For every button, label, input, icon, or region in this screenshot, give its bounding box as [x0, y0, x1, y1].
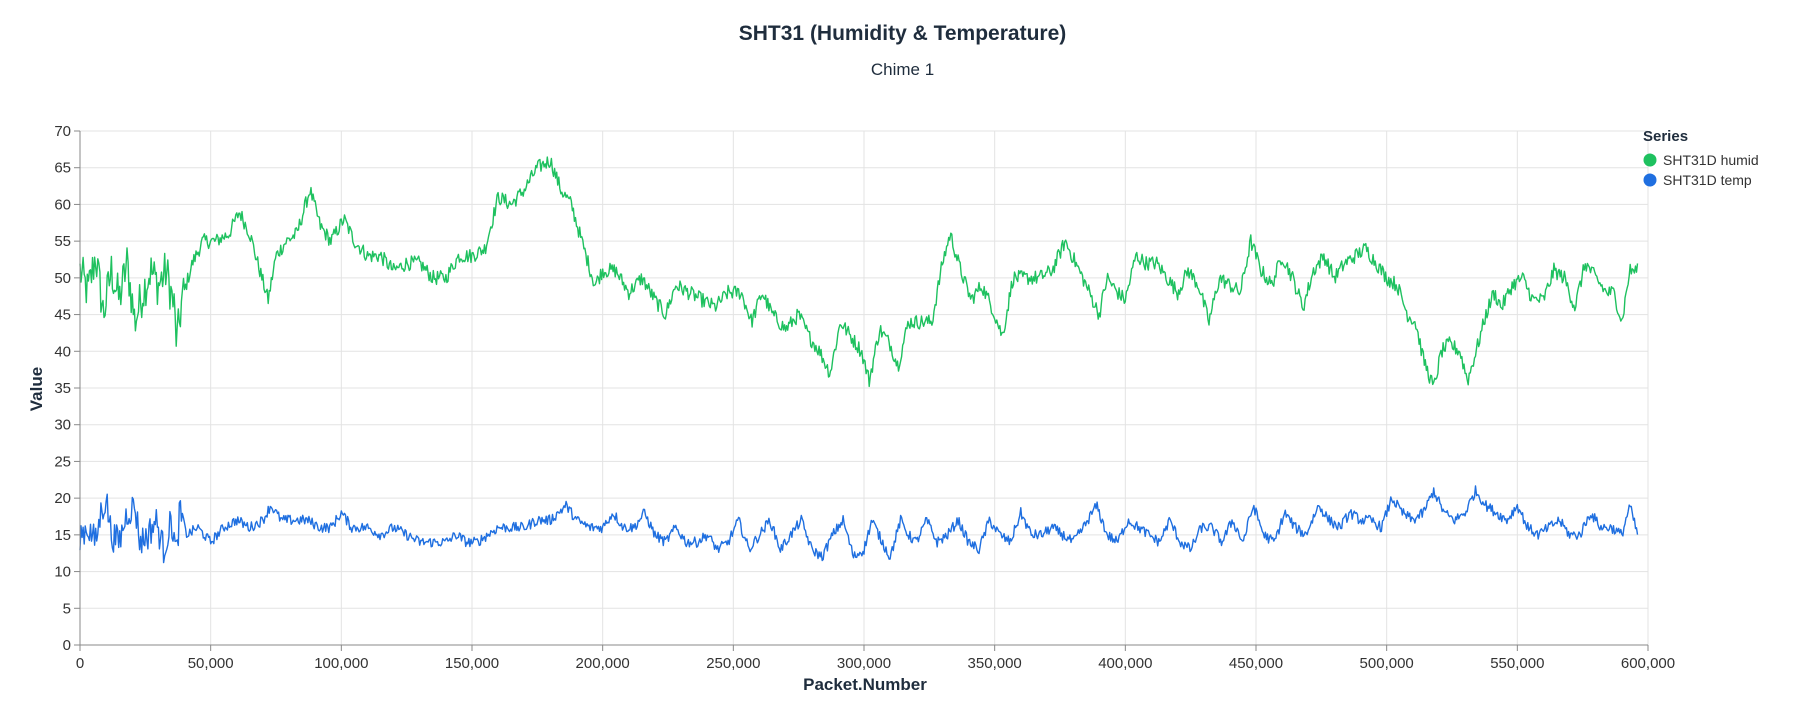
y-tick-label: 35: [54, 380, 71, 397]
y-tick-label: 60: [54, 196, 71, 213]
y-tick-label: 25: [54, 453, 71, 470]
x-tick-label: 500,000: [1360, 655, 1414, 672]
series-line-humid: [79, 156, 1639, 388]
x-tick-label: 100,000: [314, 655, 368, 672]
legend-swatch[interactable]: [1643, 153, 1657, 167]
x-tick-label: 200,000: [576, 655, 630, 672]
legend-title: Series: [1643, 128, 1688, 145]
x-tick-label: 300,000: [837, 655, 891, 672]
x-tick-label: 400,000: [1098, 655, 1152, 672]
x-tick-label: 600,000: [1621, 655, 1675, 672]
x-tick-label: 550,000: [1490, 655, 1544, 672]
x-tick-label: 0: [76, 655, 84, 672]
x-tick-label: 250,000: [706, 655, 760, 672]
series-layer: [79, 156, 1639, 564]
x-tick-label: 50,000: [188, 655, 234, 672]
x-axis-title: Packet.Number: [803, 675, 927, 694]
chart-title: SHT31 (Humidity & Temperature): [738, 22, 1067, 45]
y-tick-label: 0: [63, 637, 71, 654]
x-tick-label: 150,000: [445, 655, 499, 672]
y-tick-label: 55: [54, 233, 71, 250]
y-tick-label: 45: [54, 307, 71, 324]
legend-swatch[interactable]: [1643, 173, 1657, 187]
y-tick-label: 20: [54, 490, 71, 507]
y-tick-label: 70: [54, 123, 71, 140]
y-tick-label: 40: [54, 343, 71, 360]
axes: 0 5 10 15 20 25 30 35 40 45 50 55 60 65 70 0 50,000 100,0…: [54, 123, 1675, 672]
y-tick-label: 65: [54, 160, 71, 177]
legend: Series SHT31D humid SHT31D temp: [1643, 128, 1759, 188]
x-tick-label: 350,000: [968, 655, 1022, 672]
chart-subtitle: Chime 1: [870, 60, 935, 79]
y-tick-label: 15: [54, 527, 71, 544]
y-tick-label: 5: [63, 600, 71, 617]
series-line-temp: [79, 485, 1639, 564]
y-tick-label: 10: [54, 564, 71, 581]
y-axis-title: Value: [27, 367, 46, 411]
legend-label[interactable]: SHT31D humid: [1663, 152, 1759, 168]
grid: [79, 130, 1649, 646]
y-tick-label: 50: [54, 270, 71, 287]
x-tick-label: 450,000: [1229, 655, 1283, 672]
legend-label[interactable]: SHT31D temp: [1663, 172, 1752, 188]
y-tick-label: 30: [54, 417, 71, 434]
